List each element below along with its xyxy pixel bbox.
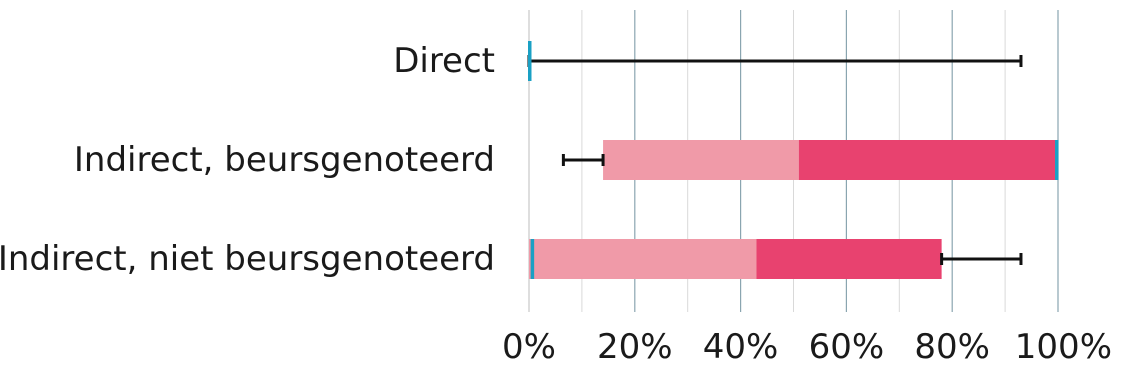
marker <box>528 41 532 81</box>
bars <box>529 140 1058 279</box>
bar-segment <box>603 140 799 180</box>
x-tick-labels: 0% 20% 40% 60% 80% 100% <box>502 327 1112 367</box>
category-label: Direct <box>393 41 495 81</box>
x-tick-label: 20% <box>597 327 673 367</box>
bar-segment <box>798 140 1058 180</box>
x-tick-label: 60% <box>809 327 885 367</box>
marker <box>1055 140 1059 180</box>
marker <box>530 239 535 279</box>
x-tick-label: 100% <box>1015 327 1112 367</box>
bar-segment <box>529 239 757 279</box>
markers <box>528 41 1059 279</box>
x-tick-label: 0% <box>502 327 556 367</box>
x-tick-label: 40% <box>703 327 779 367</box>
bar-segment <box>756 239 942 279</box>
category-label: Indirect, beursgenoteerd <box>74 140 495 180</box>
category-labels: Direct Indirect, beursgenoteerd Indirect, … <box>0 41 495 279</box>
x-tick-label: 80% <box>914 327 990 367</box>
category-label: Indirect, niet beursgenoteerd <box>0 239 495 279</box>
